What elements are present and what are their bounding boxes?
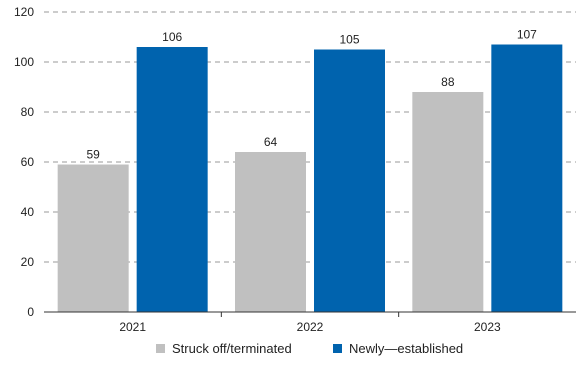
y-axis-ticks: 0 20 40 60 80 100 120 — [14, 5, 34, 319]
x-axis: 2021 2022 2023 — [44, 311, 576, 334]
y-tick-label: 120 — [14, 5, 34, 19]
bar-2023-series-1 — [412, 92, 484, 312]
data-label: 107 — [517, 28, 537, 42]
bar-2021-series-2 — [136, 47, 208, 312]
data-label: 88 — [441, 75, 455, 89]
x-tick-label: 2021 — [119, 320, 146, 334]
bar-2022-series-2 — [314, 49, 385, 312]
legend-label: Struck off/terminated — [172, 341, 292, 356]
y-tick-label: 0 — [27, 305, 34, 319]
bar-2023-series-2 — [491, 44, 563, 312]
legend: Struck off/terminated Newly—established — [156, 341, 463, 356]
data-labels: 59 106 64 105 88 107 — [86, 28, 537, 162]
y-tick-label: 60 — [21, 155, 35, 169]
x-tick-label: 2022 — [297, 320, 324, 334]
y-tick-label: 40 — [21, 205, 35, 219]
data-label: 59 — [86, 148, 100, 162]
y-tick-label: 100 — [14, 55, 34, 69]
legend-swatch — [333, 344, 342, 353]
y-tick-label: 20 — [21, 255, 35, 269]
data-label: 64 — [264, 135, 278, 149]
bar-2021-series-1 — [57, 164, 129, 312]
x-tick-label: 2023 — [474, 320, 501, 334]
legend-swatch — [156, 344, 165, 353]
bar-2022-series-1 — [235, 152, 306, 312]
legend-label: Newly—established — [349, 341, 463, 356]
y-tick-label: 80 — [21, 105, 35, 119]
data-label: 106 — [162, 30, 182, 44]
bars — [57, 44, 563, 312]
data-label: 105 — [339, 33, 359, 47]
gridlines — [44, 11, 576, 263]
